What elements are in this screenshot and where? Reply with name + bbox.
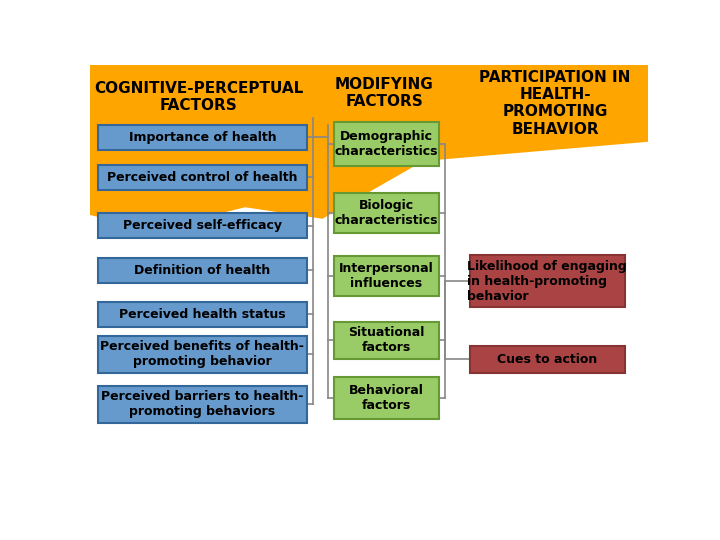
Text: Cues to action: Cues to action	[497, 353, 598, 366]
FancyBboxPatch shape	[334, 322, 438, 359]
Text: Importance of health: Importance of health	[129, 131, 276, 144]
Text: Perceived benefits of health-
promoting behavior: Perceived benefits of health- promoting …	[100, 340, 305, 368]
Text: Likelihood of engaging
in health-promoting
behavior: Likelihood of engaging in health-promoti…	[467, 260, 627, 302]
Text: Perceived self-efficacy: Perceived self-efficacy	[123, 219, 282, 232]
FancyBboxPatch shape	[98, 336, 307, 373]
FancyBboxPatch shape	[334, 377, 438, 419]
Text: Interpersonal
influences: Interpersonal influences	[339, 262, 434, 290]
Text: COGNITIVE-PERCEPTUAL
FACTORS: COGNITIVE-PERCEPTUAL FACTORS	[94, 81, 303, 113]
Text: Situational
factors: Situational factors	[348, 327, 425, 354]
Text: PARTICIPATION IN
HEALTH-
PROMOTING
BEHAVIOR: PARTICIPATION IN HEALTH- PROMOTING BEHAV…	[480, 70, 631, 137]
Text: Perceived health status: Perceived health status	[119, 308, 286, 321]
Text: Demographic
characteristics: Demographic characteristics	[335, 130, 438, 158]
FancyBboxPatch shape	[334, 122, 438, 166]
Text: Definition of health: Definition of health	[134, 264, 271, 277]
FancyBboxPatch shape	[98, 302, 307, 327]
Polygon shape	[90, 65, 648, 231]
Text: Perceived control of health: Perceived control of health	[107, 171, 297, 184]
FancyBboxPatch shape	[334, 193, 438, 233]
Text: Perceived barriers to health-
promoting behaviors: Perceived barriers to health- promoting …	[102, 390, 304, 418]
FancyBboxPatch shape	[98, 386, 307, 423]
Text: Behavioral
factors: Behavioral factors	[349, 384, 424, 412]
FancyBboxPatch shape	[469, 255, 625, 307]
Text: MODIFYING
FACTORS: MODIFYING FACTORS	[335, 77, 434, 110]
FancyBboxPatch shape	[98, 165, 307, 190]
FancyBboxPatch shape	[334, 256, 438, 296]
FancyBboxPatch shape	[469, 346, 625, 373]
Text: Biologic
characteristics: Biologic characteristics	[335, 199, 438, 227]
FancyBboxPatch shape	[98, 258, 307, 283]
FancyBboxPatch shape	[98, 213, 307, 238]
FancyBboxPatch shape	[98, 125, 307, 150]
